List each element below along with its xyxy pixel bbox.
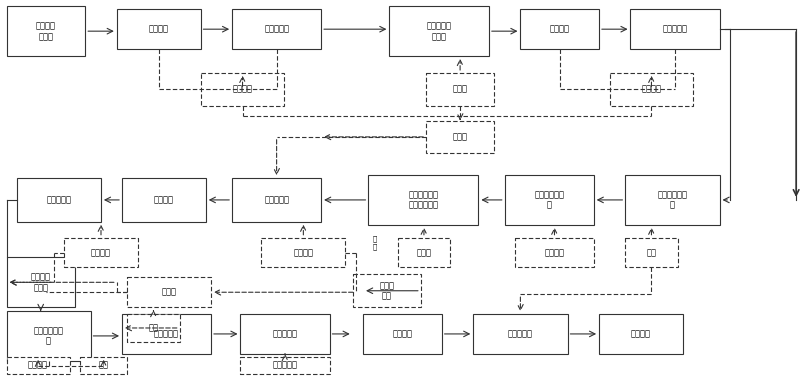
Text: 第一水力分离
器: 第一水力分离 器 — [534, 190, 564, 210]
Text: 沉降罐: 沉降罐 — [162, 288, 177, 297]
Text: 铅栅: 铅栅 — [646, 248, 657, 257]
Text: 初级破碎: 初级破碎 — [149, 25, 169, 34]
Text: 第一螺旋传送
器: 第一螺旋传送 器 — [658, 190, 687, 210]
Bar — [232, 178, 321, 222]
Text: 第四振动筛: 第四振动筛 — [46, 196, 71, 204]
Bar — [515, 238, 594, 268]
Bar — [353, 274, 421, 307]
Bar — [626, 238, 678, 268]
Text: 铜金属: 铜金属 — [417, 248, 431, 257]
Bar — [80, 357, 127, 374]
Bar — [390, 6, 489, 56]
Text: 第三螺旋
传送器: 第三螺旋 传送器 — [30, 273, 50, 292]
Text: 储存罐: 储存罐 — [453, 132, 468, 141]
Bar — [426, 73, 494, 106]
Text: 压力过滤器: 压力过滤器 — [273, 329, 298, 338]
Bar — [610, 73, 694, 106]
Bar — [505, 175, 594, 225]
Bar — [122, 178, 206, 222]
Text: 第二水力分离
器: 第二水力分离 器 — [34, 326, 63, 346]
Bar — [127, 314, 180, 342]
Text: 铅泥: 铅泥 — [98, 361, 109, 370]
Bar — [626, 175, 720, 225]
Bar — [474, 314, 567, 354]
Text: 硫酸钠溶液: 硫酸钠溶液 — [273, 361, 298, 370]
Bar — [6, 6, 86, 56]
Text: 铅泥: 铅泥 — [149, 324, 158, 332]
Bar — [262, 238, 346, 268]
Bar — [363, 314, 442, 354]
Bar — [117, 9, 201, 49]
Text: 酸液铅泥: 酸液铅泥 — [233, 85, 253, 94]
Bar — [241, 357, 330, 374]
Bar — [241, 314, 330, 354]
Text: 第二螺旋传送
器，涡流分选: 第二螺旋传送 器，涡流分选 — [409, 190, 438, 210]
Bar — [232, 9, 321, 49]
Bar — [599, 314, 683, 354]
Bar — [6, 257, 74, 307]
Bar — [398, 238, 450, 268]
Text: 重质塑料: 重质塑料 — [28, 361, 48, 370]
Text: 酸液铅泥: 酸液铅泥 — [642, 85, 662, 94]
Text: 废旧铅酸
蓄电池: 废旧铅酸 蓄电池 — [36, 22, 56, 41]
Bar — [368, 175, 478, 225]
Text: 第二振动筛: 第二振动筛 — [662, 25, 687, 34]
Bar — [6, 311, 90, 361]
Bar — [122, 314, 211, 354]
Bar — [64, 238, 138, 268]
Text: 电气分离器
传送带: 电气分离器 传送带 — [426, 22, 452, 41]
Text: 洗液铅泥: 洗液铅泥 — [91, 248, 111, 257]
Bar — [201, 73, 285, 106]
Bar — [630, 9, 720, 49]
Text: 铅
泥: 铅 泥 — [373, 235, 377, 250]
Text: 干脱硫
铅泥: 干脱硫 铅泥 — [379, 281, 394, 301]
Text: 铁金属: 铁金属 — [453, 85, 468, 94]
Text: 制成成品: 制成成品 — [631, 329, 651, 338]
Text: 熔炼转炉: 熔炼转炉 — [393, 329, 413, 338]
Text: 洗液铅泥: 洗液铅泥 — [294, 248, 314, 257]
Text: 第三振动筛: 第三振动筛 — [264, 196, 289, 204]
Text: 二次破碎: 二次破碎 — [550, 25, 570, 34]
Text: 轻质塑料: 轻质塑料 — [545, 248, 565, 257]
Bar — [6, 357, 70, 374]
Text: 精炼锅精炼: 精炼锅精炼 — [508, 329, 533, 338]
Bar — [520, 9, 599, 49]
Bar — [17, 178, 101, 222]
Bar — [127, 277, 211, 307]
Text: 第一振动筛: 第一振动筛 — [264, 25, 289, 34]
Text: 三次破碎: 三次破碎 — [154, 196, 174, 204]
Text: 脱硫反应罐: 脱硫反应罐 — [154, 329, 179, 338]
Bar — [426, 121, 494, 153]
